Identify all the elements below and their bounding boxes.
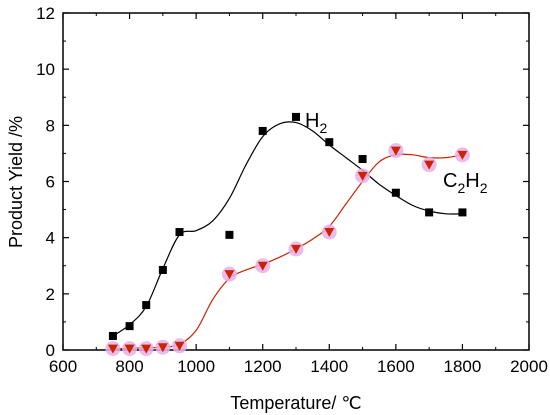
x-tick-label: 1200 [244, 357, 282, 376]
data-point-h2 [125, 322, 134, 331]
y-tick-label: 12 [36, 4, 55, 23]
data-point-h2 [175, 228, 184, 237]
x-tick-label: 800 [115, 357, 143, 376]
fit-curves [112, 121, 463, 350]
x-tick-label: 1000 [177, 357, 215, 376]
data-point-c2h2 [174, 341, 185, 351]
y-axis-title: Product Yield /% [6, 116, 26, 248]
y-tick-label: 0 [46, 341, 55, 360]
x-axis-title: Temperature/ ℃ [230, 393, 361, 413]
data-points [105, 112, 470, 357]
series-label-h2: H2 [305, 110, 327, 136]
data-point-c2h2 [324, 228, 335, 238]
data-point-h2 [142, 301, 151, 310]
data-point-h2 [391, 188, 400, 197]
data-point-h2 [425, 208, 434, 217]
y-tick-label: 4 [46, 229, 55, 248]
series-label-c2h2: C2H2 [443, 170, 488, 196]
data-point-c2h2 [141, 344, 152, 354]
y-tick-label: 10 [36, 60, 55, 79]
data-point-h2 [258, 126, 267, 135]
data-point-c2h2 [424, 160, 435, 170]
data-point-h2 [458, 208, 467, 217]
data-point-h2 [325, 138, 334, 147]
data-point-c2h2 [224, 270, 235, 280]
x-tick-label: 1800 [444, 357, 482, 376]
x-tick-label: 1600 [377, 357, 415, 376]
x-tick-label: 600 [49, 357, 77, 376]
x-tick-label: 2000 [510, 357, 548, 376]
data-point-h2 [158, 265, 167, 274]
data-point-h2 [358, 155, 367, 164]
data-point-c2h2 [124, 344, 135, 354]
data-point-c2h2 [257, 261, 268, 271]
data-point-c2h2 [457, 150, 468, 160]
data-point-c2h2 [157, 343, 168, 353]
data-point-c2h2 [291, 244, 301, 254]
data-point-c2h2 [107, 344, 118, 354]
y-tick-label: 8 [46, 116, 55, 135]
data-point-h2 [292, 112, 300, 121]
fit-line-c2h2 [112, 153, 463, 350]
fit-line-h2 [112, 121, 463, 337]
data-point-c2h2 [357, 171, 368, 181]
y-tick-label: 2 [46, 285, 55, 304]
axis-ticks: 600 800 1000 1200 1400 1600 1800 2000 0 2 4 6 8 10 12 [36, 4, 548, 376]
data-point-h2 [108, 331, 117, 340]
data-point-c2h2 [390, 146, 401, 156]
y-tick-label: 6 [46, 173, 55, 192]
data-point-h2 [225, 230, 234, 239]
x-tick-label: 1400 [310, 357, 348, 376]
